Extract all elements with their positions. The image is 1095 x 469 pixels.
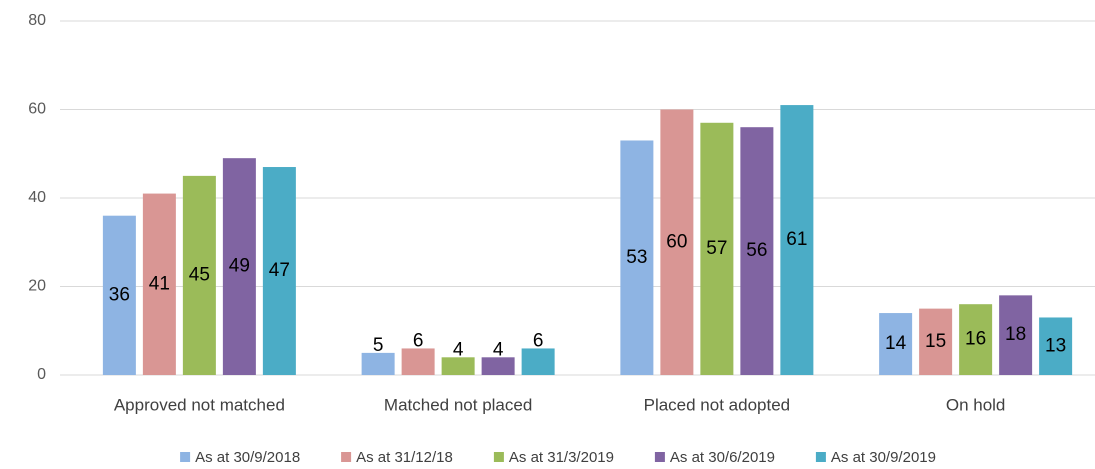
legend-swatch: [493, 452, 504, 462]
bar: [441, 357, 475, 375]
legend-swatch: [341, 452, 352, 462]
bar: [620, 140, 654, 375]
data-label: 60: [666, 231, 687, 252]
legend-label: As at 30/6/2019: [670, 449, 775, 466]
data-label: 15: [925, 331, 946, 352]
x-tick-label: Placed not adopted: [644, 395, 791, 414]
legend-label: As at 31/12/18: [356, 449, 453, 466]
bar: [780, 105, 814, 375]
x-tick-label: Approved not matched: [114, 395, 285, 414]
data-label: 47: [269, 260, 290, 281]
data-label: 45: [189, 264, 210, 285]
legend-swatch: [815, 452, 826, 462]
data-label: 4: [453, 339, 464, 360]
legend-label: As at 31/3/2019: [509, 449, 614, 466]
bar: [999, 295, 1033, 375]
data-label: 49: [229, 256, 250, 277]
y-tick-label: 0: [37, 366, 46, 383]
legend-label: As at 30/9/2018: [195, 449, 300, 466]
x-tick-label: On hold: [946, 395, 1006, 414]
bar: [401, 348, 435, 375]
y-tick-label: 20: [28, 278, 46, 295]
data-label: 53: [626, 247, 647, 268]
data-label: 13: [1045, 335, 1066, 356]
legend-label: As at 30/9/2019: [831, 449, 936, 466]
bar: [879, 313, 913, 375]
data-label: 5: [373, 335, 384, 356]
bar: [182, 175, 216, 375]
data-label: 14: [885, 333, 907, 354]
bar: [102, 215, 136, 375]
bar: [521, 348, 555, 375]
data-label: 56: [746, 240, 767, 261]
bar: [262, 167, 296, 375]
data-label: 4: [493, 339, 504, 360]
legend-swatch: [180, 452, 191, 462]
bar: [740, 127, 774, 375]
data-label: 18: [1005, 324, 1026, 345]
x-tick-label: Matched not placed: [384, 395, 532, 414]
y-tick-label: 80: [28, 12, 46, 29]
bar: [142, 193, 176, 375]
data-label: 6: [413, 330, 424, 351]
y-tick-label: 40: [28, 189, 46, 206]
bar: [700, 122, 734, 376]
data-label: 6: [533, 330, 544, 351]
bar: [222, 158, 256, 375]
bar: [660, 109, 694, 375]
data-label: 41: [149, 273, 170, 294]
bar: [361, 352, 395, 375]
bar: [919, 308, 953, 375]
data-label: 61: [786, 229, 807, 250]
data-label: 16: [965, 329, 986, 350]
data-label: 57: [706, 238, 727, 259]
bar: [481, 357, 515, 375]
legend-swatch: [654, 452, 665, 462]
bar: [959, 304, 993, 375]
y-tick-label: 60: [28, 101, 46, 118]
data-label: 36: [109, 284, 130, 305]
bar: [1039, 317, 1073, 375]
